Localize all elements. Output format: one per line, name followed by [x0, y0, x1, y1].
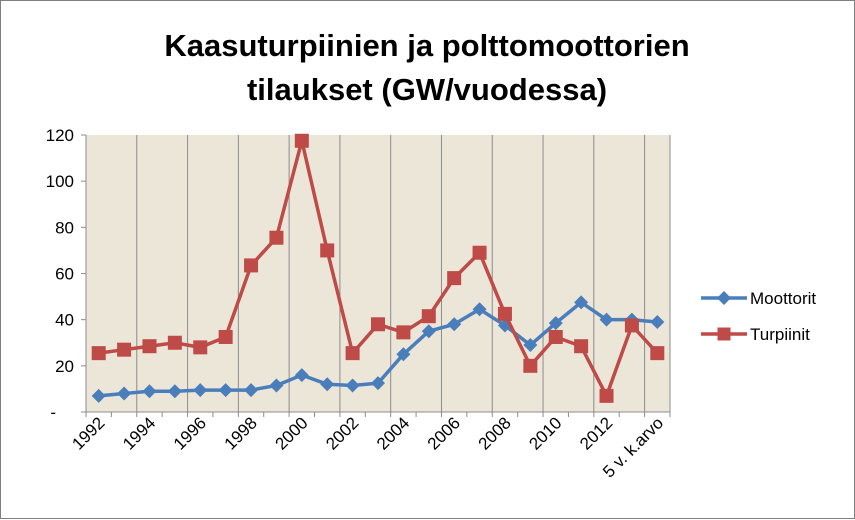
data-point-square — [472, 245, 487, 260]
data-point-square — [624, 318, 639, 333]
chart-title-line-1: Kaasuturpiinien ja polttomoottorien — [164, 28, 689, 63]
x-tick-label: 2000 — [271, 413, 311, 453]
data-point-diamond — [574, 295, 589, 310]
x-tick-label: 2012 — [576, 413, 616, 453]
legend-marker-square — [717, 327, 731, 341]
data-point-diamond — [650, 314, 665, 329]
plot-area — [86, 135, 670, 412]
data-point-diamond — [117, 386, 132, 401]
data-point-square — [421, 309, 436, 324]
data-point-diamond — [218, 383, 233, 398]
legend-item-turpiinit: Turpiinit — [701, 325, 810, 344]
x-tick-label: 2004 — [373, 413, 413, 453]
y-tick-label: 120 — [46, 126, 74, 145]
data-point-diamond — [396, 347, 411, 362]
data-point-diamond — [421, 324, 436, 339]
series-moottorit — [91, 295, 665, 403]
data-point-square — [396, 325, 411, 340]
data-point-square — [548, 329, 563, 344]
x-tick-label: 2008 — [475, 413, 515, 453]
x-tick-label: 2002 — [322, 413, 362, 453]
data-point-square — [218, 329, 233, 344]
series-layer — [91, 133, 665, 403]
data-point-square — [345, 346, 360, 361]
x-tick-label: 1996 — [170, 413, 210, 453]
data-point-square — [91, 346, 106, 361]
data-point-square — [447, 271, 462, 286]
x-tick-label: 2010 — [525, 413, 565, 453]
data-point-square — [523, 358, 538, 373]
data-point-diamond — [320, 377, 335, 392]
data-point-diamond — [244, 383, 259, 398]
series-turpiinit — [91, 133, 665, 403]
legend-item-moottorit: Moottorit — [701, 289, 816, 308]
data-point-diamond — [167, 384, 182, 399]
chart-title-line-2: tilaukset (GW/vuodessa) — [247, 72, 607, 107]
y-tick-label: - — [50, 403, 56, 422]
data-point-square — [294, 133, 309, 148]
x-axis: 1992 1994 1996 1998 2000 2002 2004 2006 2008 2010… — [68, 411, 671, 481]
data-point-diamond — [269, 378, 284, 393]
grid-lines — [85, 135, 671, 412]
data-point-diamond — [523, 338, 538, 353]
x-tick-label: 2006 — [424, 413, 464, 453]
data-point-square — [142, 339, 157, 354]
y-tick-label: 40 — [55, 311, 74, 330]
legend-marker-diamond — [717, 291, 731, 305]
y-tick-label: 20 — [55, 357, 74, 376]
x-tick-label: 1994 — [119, 413, 159, 453]
data-point-diamond — [294, 368, 309, 383]
data-point-square — [320, 243, 335, 258]
data-point-diamond — [599, 312, 614, 327]
y-tick-label: 80 — [55, 218, 74, 237]
data-point-square — [167, 335, 182, 350]
data-point-diamond — [447, 317, 462, 332]
y-tick-label: 60 — [55, 265, 74, 284]
data-point-diamond — [472, 302, 487, 317]
legend: Moottorit Turpiinit — [701, 289, 816, 344]
data-point-square — [117, 342, 132, 357]
y-axis: - 20 40 60 80 100 120 — [46, 126, 87, 422]
y-tick-label: 100 — [46, 172, 74, 191]
data-point-square — [574, 339, 589, 354]
data-point-diamond — [142, 384, 157, 399]
data-point-square — [650, 346, 665, 361]
data-point-square — [193, 340, 208, 355]
data-point-square — [599, 388, 614, 403]
data-point-diamond — [371, 376, 385, 391]
data-point-square — [371, 317, 385, 332]
legend-label: Turpiinit — [750, 325, 810, 344]
data-point-square — [497, 306, 512, 321]
data-point-diamond — [91, 388, 106, 403]
x-tick-label: 1998 — [221, 413, 261, 453]
data-point-square — [269, 230, 284, 245]
x-tick-label: 1992 — [68, 413, 108, 453]
data-point-diamond — [193, 383, 208, 398]
legend-label: Moottorit — [750, 289, 816, 308]
data-point-diamond — [548, 316, 563, 331]
data-point-diamond — [345, 378, 360, 393]
data-point-square — [244, 258, 259, 273]
